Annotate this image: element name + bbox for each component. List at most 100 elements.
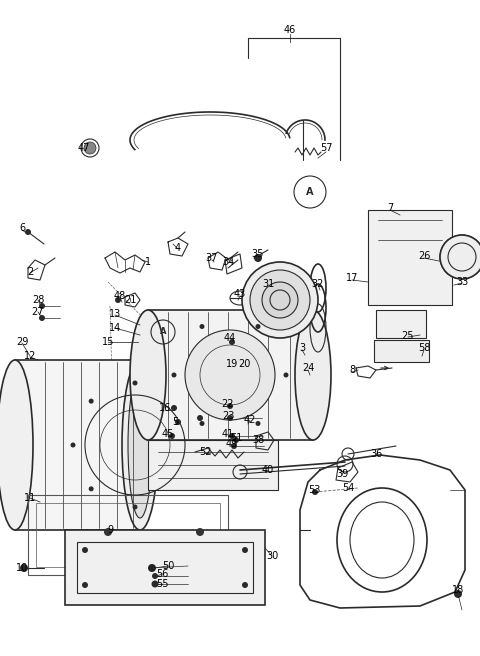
Ellipse shape (0, 360, 33, 530)
Text: 6: 6 (19, 223, 25, 233)
Circle shape (25, 229, 31, 235)
Text: 45: 45 (162, 429, 174, 439)
Circle shape (231, 443, 237, 449)
Circle shape (233, 437, 239, 443)
Circle shape (242, 262, 318, 338)
Circle shape (312, 489, 318, 495)
Text: 42: 42 (244, 415, 256, 425)
Bar (368, 210, 452, 305)
Circle shape (39, 303, 45, 309)
Text: A: A (160, 327, 166, 337)
Text: 54: 54 (342, 483, 354, 493)
Circle shape (148, 564, 156, 572)
Text: 35: 35 (252, 249, 264, 259)
Text: 31: 31 (262, 279, 274, 289)
Text: 39: 39 (336, 469, 348, 479)
Text: 43: 43 (234, 289, 246, 299)
Text: 44: 44 (224, 333, 236, 343)
Text: 27: 27 (32, 307, 44, 317)
Text: 1: 1 (145, 257, 151, 267)
Text: 41: 41 (222, 429, 234, 439)
Text: 22: 22 (222, 399, 234, 409)
Text: 33: 33 (456, 277, 468, 287)
Bar (15, 360, 140, 530)
Text: 53: 53 (308, 485, 320, 495)
Text: 2: 2 (27, 267, 33, 277)
Circle shape (227, 403, 233, 409)
Circle shape (242, 582, 248, 588)
Text: 38: 38 (252, 435, 264, 445)
Text: 13: 13 (109, 309, 121, 319)
Bar (376, 310, 426, 338)
Circle shape (84, 142, 96, 154)
Circle shape (284, 373, 288, 377)
Bar (374, 340, 429, 362)
Text: 28: 28 (32, 295, 44, 305)
Circle shape (132, 380, 137, 386)
Ellipse shape (295, 310, 331, 440)
Circle shape (115, 297, 121, 303)
Circle shape (104, 528, 112, 536)
Text: 29: 29 (16, 337, 28, 347)
Circle shape (82, 582, 88, 588)
Circle shape (255, 421, 261, 426)
Circle shape (71, 443, 75, 447)
Text: 37: 37 (206, 253, 218, 263)
Circle shape (229, 339, 235, 345)
Text: 19: 19 (226, 359, 238, 369)
Text: 23: 23 (222, 411, 234, 421)
Ellipse shape (128, 372, 152, 518)
Circle shape (82, 547, 88, 553)
Text: 46: 46 (284, 25, 296, 35)
Text: 20: 20 (238, 359, 250, 369)
Circle shape (39, 315, 45, 321)
Text: 47: 47 (78, 143, 90, 153)
Circle shape (197, 415, 203, 421)
Bar (36, 503, 220, 567)
Text: 25: 25 (402, 331, 414, 341)
Text: 15: 15 (102, 337, 114, 347)
Text: 51: 51 (230, 433, 242, 443)
Text: 48: 48 (114, 291, 126, 301)
Circle shape (262, 282, 298, 318)
Circle shape (152, 573, 158, 579)
Circle shape (242, 547, 248, 553)
Circle shape (254, 254, 262, 262)
Bar (28, 495, 228, 575)
Text: 3: 3 (299, 343, 305, 353)
Text: 57: 57 (320, 143, 332, 153)
Text: A: A (306, 187, 314, 197)
Text: 11: 11 (24, 493, 36, 503)
Circle shape (227, 415, 233, 421)
Text: 55: 55 (156, 579, 168, 589)
Circle shape (152, 581, 158, 588)
Text: 50: 50 (162, 561, 174, 571)
Text: 56: 56 (156, 569, 168, 579)
Circle shape (89, 399, 94, 403)
Circle shape (440, 235, 480, 279)
Text: 10: 10 (16, 563, 28, 573)
Circle shape (169, 433, 175, 439)
Bar (65, 530, 265, 605)
Text: 32: 32 (312, 279, 324, 289)
Text: 7: 7 (387, 203, 393, 213)
Text: 26: 26 (418, 251, 430, 261)
Text: 4: 4 (175, 243, 181, 253)
Text: 14: 14 (109, 323, 121, 333)
Ellipse shape (130, 310, 166, 440)
Circle shape (89, 486, 94, 491)
Bar (77, 542, 253, 593)
Circle shape (20, 564, 28, 572)
Text: 24: 24 (302, 363, 314, 373)
Text: 49: 49 (226, 439, 238, 449)
Circle shape (171, 373, 177, 377)
Text: 21: 21 (124, 295, 136, 305)
Circle shape (229, 433, 235, 439)
Text: 16: 16 (159, 403, 171, 413)
Text: 17: 17 (346, 273, 358, 283)
Circle shape (196, 528, 204, 536)
Text: 9: 9 (107, 525, 113, 535)
Circle shape (454, 590, 462, 598)
Bar (148, 310, 313, 440)
Text: 40: 40 (262, 465, 274, 475)
